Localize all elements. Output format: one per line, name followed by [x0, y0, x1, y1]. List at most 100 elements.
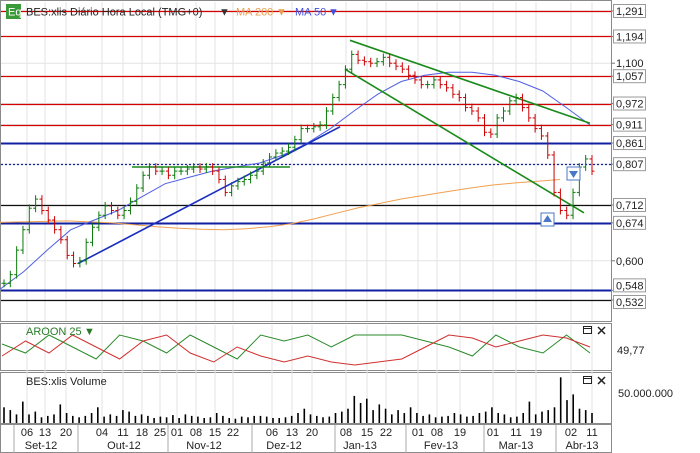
volume-bar [559, 377, 562, 423]
x-day-label: 13 [286, 427, 298, 439]
price-panel[interactable] [0, 0, 612, 322]
price-bar [368, 57, 374, 68]
x-day-label: 08 [431, 427, 443, 439]
volume-bar [278, 418, 280, 423]
volume-bar [472, 415, 474, 423]
price-bar [583, 155, 589, 171]
blue-trendline[interactable] [77, 126, 341, 265]
price-bar [229, 181, 235, 197]
price-bar [77, 256, 83, 268]
price-bar [102, 202, 108, 220]
ma200-line[interactable] [0, 179, 561, 231]
price-bar [210, 163, 216, 176]
up-arrow-icon [543, 215, 552, 222]
price-bar [545, 132, 551, 159]
y-tick-label: 1,057 [616, 71, 644, 83]
price-bar [557, 188, 563, 215]
symbol-dropdown-icon[interactable]: ▼ [219, 7, 230, 19]
y-label-box [613, 215, 646, 230]
symbol-label[interactable]: BES:xlis Diário Hora Local (TMG+0) [26, 7, 202, 19]
volume-bar [9, 410, 12, 423]
ma50-label[interactable]: MA 50 [295, 7, 326, 19]
volume-bar [353, 395, 356, 423]
y-tick-label: 0,712 [616, 200, 644, 212]
price-bar [526, 103, 532, 122]
volume-bar [59, 404, 62, 423]
x-day-label: 01 [487, 427, 499, 439]
volume-bar [222, 415, 224, 423]
price-bar [463, 93, 469, 112]
volume-bar [384, 408, 387, 423]
aroon-up-line[interactable] [1, 334, 591, 360]
aroon-label[interactable]: AROON 25 [26, 326, 82, 338]
volume-bar [341, 411, 343, 423]
price-bar [254, 167, 260, 180]
y-tick-label: 0,972 [616, 99, 644, 111]
down-arrow-icon [569, 171, 578, 178]
price-bar [178, 167, 184, 176]
trendlines [77, 39, 591, 265]
volume-maximize-icon[interactable] [583, 376, 592, 384]
volume-bar [409, 407, 412, 423]
price-bar [115, 206, 121, 220]
x-month-label: Jan-13 [343, 440, 377, 452]
volume-bar [247, 417, 249, 423]
green-lower-channel[interactable] [344, 68, 585, 214]
volume-label[interactable]: BES:xlis Volume [26, 376, 107, 388]
ma50-dropdown-icon[interactable]: ▼ [328, 7, 339, 19]
equity-badge [6, 4, 21, 19]
ma200-dropdown-icon[interactable]: ▼ [276, 7, 287, 19]
price-bar [14, 246, 20, 279]
x-month-label: Abr-13 [565, 440, 598, 452]
volume-bar [572, 394, 574, 423]
price-bar [279, 147, 285, 157]
price-bar [83, 238, 89, 265]
x-day-label: 18 [136, 427, 148, 439]
x-day-label: 11 [586, 427, 597, 439]
volume-bar [584, 410, 587, 423]
price-bar [286, 143, 292, 156]
x-day-label: 11 [117, 427, 128, 439]
volume-bar [578, 408, 581, 423]
aroon-down-line[interactable] [1, 334, 591, 366]
volume-bar [397, 410, 399, 423]
price-bar [241, 175, 247, 186]
price-bar [121, 206, 127, 220]
price-bar [273, 149, 279, 161]
price-bar [90, 223, 96, 247]
volume-bar [265, 416, 268, 423]
x-day-label: 13 [39, 427, 51, 439]
volume-bar [178, 418, 180, 423]
volume-bar [122, 410, 124, 423]
volume-bar [453, 413, 456, 423]
ma200-label[interactable]: MA 200 [236, 7, 273, 19]
y-label-box [613, 197, 646, 212]
volume-bar [128, 411, 130, 423]
volume-bar [215, 413, 218, 423]
y-label-box [613, 29, 646, 44]
volume-bar [272, 418, 274, 423]
price-bar [26, 204, 32, 234]
y-tick-label: 0,861 [616, 138, 644, 150]
volume-bar [259, 415, 262, 423]
x-day-label: 15 [361, 427, 373, 439]
volume-close-icon[interactable] [597, 376, 606, 385]
x-axis-band [0, 424, 612, 453]
aroon-close-icon[interactable] [597, 326, 606, 335]
aroon-dropdown-icon[interactable]: ▼ [84, 326, 95, 338]
y-label-box [613, 136, 646, 151]
volume-bar [134, 415, 137, 423]
y-tick-label: 0,911 [616, 120, 643, 132]
volume-bar [65, 413, 68, 423]
volume-bar [84, 415, 87, 423]
price-bar [532, 114, 538, 133]
price-bar [456, 90, 462, 102]
aroon-lines [1, 334, 591, 366]
price-bar [1, 279, 7, 288]
price-bar [45, 206, 51, 224]
y-tick-label: 0,674 [616, 218, 644, 230]
price-bar [172, 167, 178, 180]
aroon-maximize-icon[interactable] [583, 326, 592, 334]
x-month-label: Mar-13 [499, 440, 534, 452]
